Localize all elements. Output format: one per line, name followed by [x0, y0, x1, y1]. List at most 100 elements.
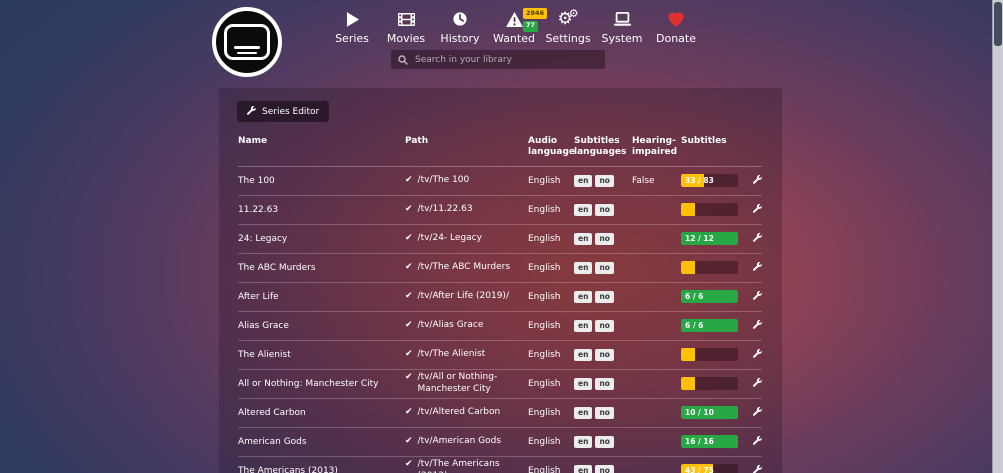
wrench-icon[interactable]	[753, 290, 762, 303]
wrench-icon[interactable]	[753, 377, 762, 390]
film-icon	[379, 8, 433, 30]
language-badge: en	[574, 290, 593, 303]
check-icon: ✔	[405, 174, 413, 185]
col-header-path: Path	[405, 136, 429, 146]
wrench-icon[interactable]	[753, 174, 762, 187]
subtitles-languages: en no	[574, 464, 632, 473]
series-path: ✔ /tv/Altered Carbon	[405, 406, 501, 417]
wrench-icon[interactable]	[753, 232, 762, 245]
nav-item-series[interactable]: Series	[325, 8, 379, 45]
check-icon: ✔	[405, 319, 413, 330]
language-badge: en	[574, 203, 593, 216]
wrench-icon[interactable]	[753, 406, 762, 419]
language-badge: no	[595, 406, 614, 419]
wrench-icon	[247, 105, 256, 118]
series-name[interactable]: The Alienist	[238, 349, 291, 360]
progress-text: 43 / 75	[685, 466, 714, 473]
progress-bar: 43 / 75	[681, 464, 738, 473]
nav-label: Donate	[656, 32, 696, 45]
series-name[interactable]: The ABC Murders	[238, 262, 316, 273]
language-badge: no	[595, 203, 614, 216]
table-row: The Alienist ✔ /tv/The Alienist English …	[238, 341, 762, 370]
series-name[interactable]: The 100	[238, 175, 275, 186]
series-editor-button[interactable]: Series Editor	[237, 101, 330, 122]
language-badge: en	[574, 377, 593, 390]
series-name[interactable]: After Life	[238, 291, 279, 302]
clock-icon	[433, 8, 487, 30]
audio-language: English	[528, 291, 561, 302]
wrench-icon[interactable]	[753, 261, 762, 274]
series-name[interactable]: 24: Legacy	[238, 233, 288, 244]
nav-label: Series	[335, 32, 369, 45]
series-name[interactable]: Altered Carbon	[238, 407, 306, 418]
wrench-icon[interactable]	[753, 203, 762, 216]
language-badge: no	[595, 435, 614, 448]
search-icon	[398, 50, 408, 69]
series-name[interactable]: Alias Grace	[238, 320, 289, 331]
nav-item-system[interactable]: System	[595, 8, 649, 45]
progress-bar: 16 / 16	[681, 435, 738, 449]
scrollbar[interactable]	[992, 0, 1003, 473]
series-path: ✔ /tv/Alias Grace	[405, 319, 484, 330]
col-header-name: Name	[238, 136, 268, 146]
nav-item-history[interactable]: History	[433, 8, 487, 45]
content-panel: Series Editor Name Path Audio language S…	[219, 88, 782, 473]
nav-item-settings[interactable]: ⚙ ⚙ Settings	[541, 8, 595, 46]
wrench-icon[interactable]	[753, 319, 762, 332]
logo-tv-icon	[224, 24, 270, 60]
subtitles-progress	[681, 261, 748, 275]
audio-language: English	[528, 320, 561, 331]
language-badge: en	[574, 319, 593, 332]
nav-label: Wanted	[493, 32, 535, 45]
progress-bar: 10 / 10	[681, 406, 738, 420]
subtitles-languages: en no	[574, 406, 632, 419]
check-icon: ✔	[405, 232, 413, 243]
series-name[interactable]: American Gods	[238, 436, 307, 447]
series-table: Name Path Audio language Subtitles langu…	[238, 132, 762, 473]
progress-text: 6 / 6	[685, 321, 704, 331]
subtitles-languages: en no	[574, 377, 632, 390]
series-path: ✔ /tv/After Life (2019)/	[405, 290, 509, 301]
table-row: The 100 ✔ /tv/The 100 English en no False…	[238, 167, 762, 196]
series-name[interactable]: 11.22.63	[238, 204, 279, 215]
check-icon: ✔	[405, 348, 413, 359]
table-row: American Gods ✔ /tv/American Gods Englis…	[238, 428, 762, 457]
language-badge: en	[574, 261, 593, 274]
subtitles-languages: en no	[574, 319, 632, 332]
bazarr-logo[interactable]	[212, 7, 282, 77]
monitor-icon	[595, 8, 649, 30]
language-badge: no	[595, 174, 614, 187]
progress-bar	[681, 261, 738, 275]
wrench-icon[interactable]	[753, 464, 762, 473]
language-badge: no	[595, 290, 614, 303]
subtitles-progress	[681, 348, 748, 362]
table-header: Name Path Audio language Subtitles langu…	[238, 132, 762, 167]
table-row: Alias Grace ✔ /tv/Alias Grace English en…	[238, 312, 762, 341]
subtitles-progress: 33 / 83	[681, 174, 748, 188]
check-icon: ✔	[405, 203, 413, 214]
audio-language: English	[528, 204, 561, 215]
subtitles-languages: en no	[574, 261, 632, 274]
wrench-icon[interactable]	[753, 348, 762, 361]
subtitles-progress: 16 / 16	[681, 435, 748, 449]
progress-text: 6 / 6	[685, 292, 704, 302]
audio-language: English	[528, 378, 561, 389]
language-badge: no	[595, 377, 614, 390]
wrench-icon[interactable]	[753, 435, 762, 448]
nav-label: History	[440, 32, 480, 45]
wanted-count-badge: 2846	[523, 8, 548, 19]
check-icon: ✔	[405, 290, 413, 301]
series-name[interactable]: All or Nothing: Manchester City	[238, 378, 379, 389]
check-icon: ✔	[405, 459, 413, 470]
nav-item-movies[interactable]: Movies	[379, 8, 433, 45]
series-path: ✔ /tv/The ABC Murders	[405, 261, 511, 272]
nav-item-donate[interactable]: Donate	[649, 8, 703, 45]
nav-item-wanted[interactable]: Wanted 2846 77	[487, 8, 548, 45]
series-name[interactable]: The Americans (2013)	[238, 465, 338, 473]
search-bar[interactable]	[391, 50, 605, 69]
scrollbar-thumb[interactable]	[994, 2, 1002, 46]
search-input[interactable]	[413, 53, 605, 66]
series-path: ✔ /tv/11.22.63	[405, 203, 473, 214]
progress-bar	[681, 203, 738, 217]
